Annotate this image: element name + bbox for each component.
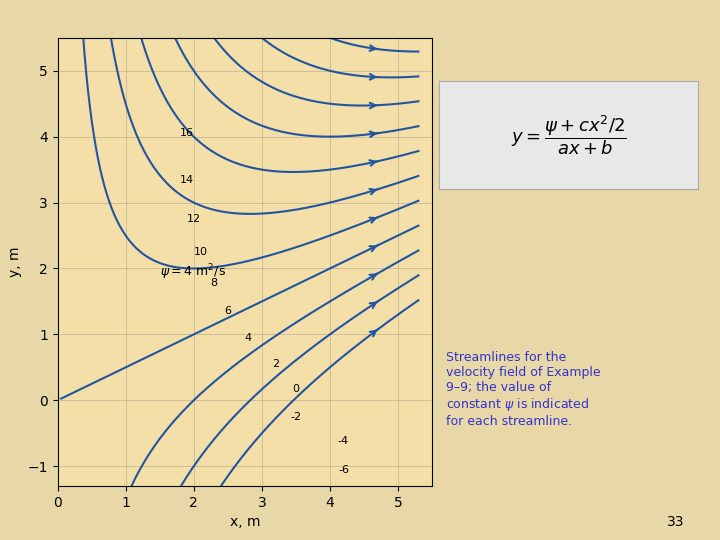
Text: $\psi = 4\ \mathrm{m^2/s}$: $\psi = 4\ \mathrm{m^2/s}$ (160, 262, 225, 281)
Y-axis label: y, m: y, m (8, 247, 22, 277)
Text: 12: 12 (186, 214, 201, 224)
Text: 10: 10 (194, 247, 207, 257)
Text: Streamlines for the
velocity field of Example
9–9; the value of
constant $\psi$ : Streamlines for the velocity field of Ex… (446, 351, 601, 428)
Text: 14: 14 (180, 174, 194, 185)
Text: 6: 6 (225, 306, 231, 316)
Text: 2: 2 (272, 359, 279, 369)
Text: 0: 0 (292, 384, 300, 394)
Text: 8: 8 (211, 278, 217, 288)
Text: -6: -6 (338, 464, 349, 475)
Text: 16: 16 (180, 129, 194, 138)
Text: $y = \dfrac{\psi + cx^2/2}{ax + b}$: $y = \dfrac{\psi + cx^2/2}{ax + b}$ (510, 113, 627, 157)
X-axis label: x, m: x, m (230, 515, 260, 529)
Text: 4: 4 (245, 333, 252, 343)
Text: -4: -4 (338, 436, 349, 446)
Text: -2: -2 (290, 412, 302, 422)
Text: 33: 33 (667, 515, 684, 529)
